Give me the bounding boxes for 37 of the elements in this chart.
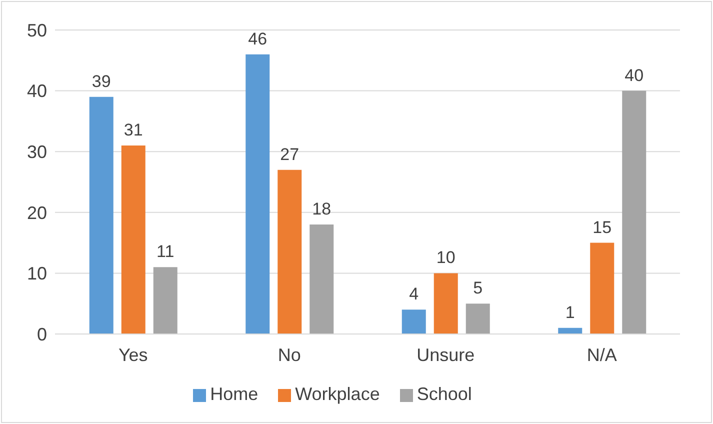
- bar: [590, 242, 614, 334]
- data-label: 10: [436, 248, 456, 268]
- data-label: 39: [92, 72, 111, 91]
- x-tick-label: No: [278, 344, 301, 365]
- y-tick-label: 10: [26, 264, 47, 284]
- bar: [622, 90, 646, 334]
- x-tick-label: Yes: [118, 344, 148, 365]
- y-tick-label: 50: [26, 20, 47, 40]
- data-label: 18: [312, 200, 332, 219]
- bar: [153, 267, 178, 334]
- y-tick-label: 30: [26, 142, 47, 162]
- legend-label: Workplace: [295, 384, 380, 404]
- data-label: 27: [280, 144, 300, 164]
- data-label: 11: [156, 242, 174, 262]
- x-tick-label: N/A: [586, 344, 617, 365]
- bar: [558, 328, 582, 334]
- y-tick-label: 0: [36, 324, 47, 344]
- y-tick-label: 20: [26, 202, 47, 223]
- bar: [466, 304, 490, 334]
- bar: [278, 170, 302, 334]
- data-label: 15: [592, 218, 612, 237]
- x-tick-label: Unsure: [416, 344, 475, 365]
- bar: [402, 310, 426, 334]
- bar: [246, 54, 270, 334]
- data-label: 5: [473, 278, 483, 298]
- data-label: 46: [248, 29, 268, 48]
- bar: [434, 273, 458, 334]
- data-label: 40: [624, 66, 644, 85]
- legend-label: School: [416, 384, 472, 404]
- data-label: 1: [565, 302, 575, 322]
- data-label: 4: [409, 284, 419, 304]
- data-label: 31: [124, 120, 143, 140]
- bar: [310, 224, 334, 334]
- bar: [89, 96, 114, 334]
- legend-label: Home: [210, 384, 258, 404]
- y-tick-label: 40: [26, 81, 47, 102]
- bar: [121, 146, 146, 334]
